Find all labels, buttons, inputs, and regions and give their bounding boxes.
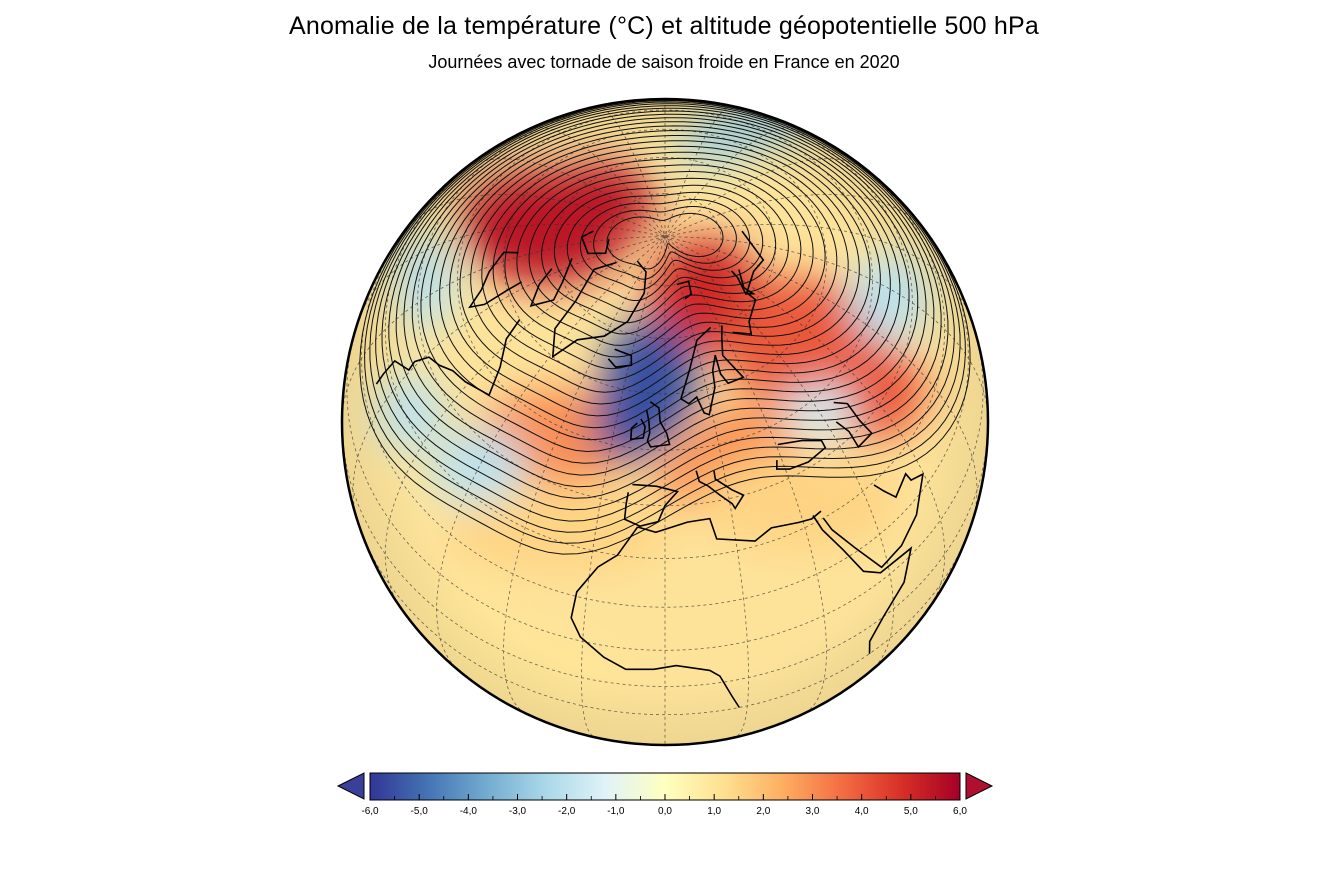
colorbar-tick-label: 3,0 xyxy=(806,806,820,817)
colorbar-tick-label: -4,0 xyxy=(460,806,478,817)
page-subtitle: Journées avec tornade de saison froide e… xyxy=(428,52,900,72)
page-title: Anomalie de la température (°C) et altit… xyxy=(288,12,1040,40)
colorbar-tick-label: 1,0 xyxy=(707,806,721,817)
colorbar-tick-label: 5,0 xyxy=(904,806,918,817)
colorbar-extend-low xyxy=(336,772,365,800)
colorbar-tick-label: -6,0 xyxy=(361,806,379,817)
colorbar-tick-label: 4,0 xyxy=(855,806,869,817)
colorbar: -6,0 -5,0 -4,0 -3,0 -2,0 -1,0 0,0 1,0 2,0 3,0 4,0 5… xyxy=(336,772,994,817)
colorbar-tick-label: -1,0 xyxy=(607,806,625,817)
colorbar-tick-label: 6,0 xyxy=(953,806,967,817)
colorbar-extend-high xyxy=(965,772,994,800)
colorbar-tick-label: -2,0 xyxy=(558,806,576,817)
colorbar-ticks: -6,0 -5,0 -4,0 -3,0 -2,0 -1,0 0,0 1,0 2,0 3,0 4,0 5… xyxy=(361,794,967,817)
globe-map xyxy=(340,97,990,747)
globe-outline xyxy=(340,97,990,747)
colorbar-tick-label: -5,0 xyxy=(411,806,429,817)
colorbar-tick-label: 0,0 xyxy=(658,806,672,817)
colorbar-tick-label: 2,0 xyxy=(756,806,770,817)
colorbar-tick-label: -3,0 xyxy=(509,806,527,817)
